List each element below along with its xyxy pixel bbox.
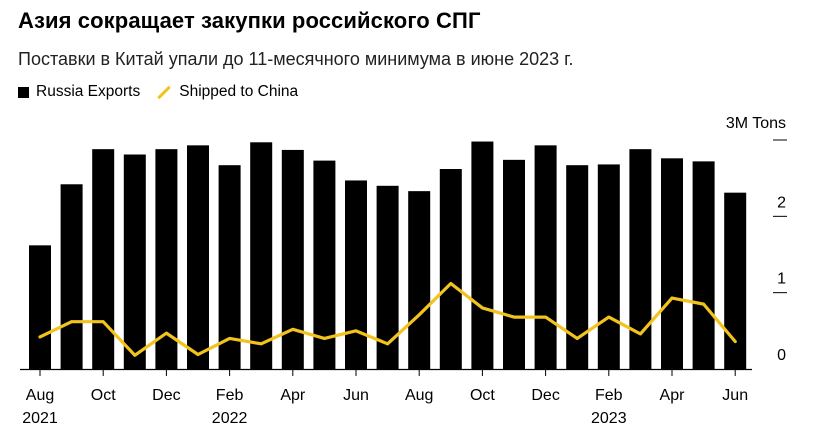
point-shipped-to-china [259, 342, 263, 346]
x-tick-label: Dec [152, 387, 180, 404]
point-shipped-to-china [101, 320, 105, 324]
point-shipped-to-china [512, 315, 516, 319]
bar-russia-exports [692, 161, 715, 369]
point-shipped-to-china [354, 329, 358, 333]
bar-russia-exports [313, 160, 336, 369]
bar-russia-exports [218, 165, 241, 369]
bar-russia-exports [29, 245, 51, 369]
point-shipped-to-china [133, 353, 137, 357]
x-tick-label: Oct [470, 387, 495, 404]
legend-item-shipped-to-china: Shipped to China [156, 83, 298, 101]
y-tick-label: 1 [777, 271, 786, 288]
bar-russia-exports [376, 185, 399, 369]
bar-russia-exports [281, 149, 304, 369]
x-tick-year-label: 2023 [591, 410, 627, 427]
x-tick-label: Jun [722, 387, 748, 404]
x-tick-label: Apr [280, 387, 306, 404]
x-tick-label: Feb [595, 387, 623, 404]
chart-title: Азия сокращает закупки российского СПГ [18, 8, 481, 33]
point-shipped-to-china [575, 337, 579, 340]
point-shipped-to-china [639, 332, 642, 336]
x-tick-label: Aug [26, 387, 54, 404]
bar-russia-exports [597, 164, 620, 369]
bar-russia-exports [629, 149, 652, 369]
y-tick-label: 0 [777, 347, 786, 364]
bar-russia-exports [566, 165, 589, 369]
x-tick-label: Aug [405, 387, 433, 404]
chart-subtitle: Поставки в Китай упали до 11-месячного м… [18, 49, 574, 69]
legend-label-russia-exports: Russia Exports [36, 83, 141, 100]
bar-russia-exports [345, 180, 367, 369]
x-tick-label: Feb [216, 387, 244, 404]
bar-russia-exports [534, 145, 557, 369]
bar-russia-exports [503, 159, 525, 369]
point-shipped-to-china [196, 353, 200, 356]
point-shipped-to-china [165, 331, 168, 335]
bar-russia-exports [187, 145, 209, 369]
point-shipped-to-china [733, 340, 737, 343]
point-shipped-to-china [607, 315, 611, 319]
bar-russia-exports [250, 142, 273, 369]
point-shipped-to-china [323, 337, 326, 340]
point-shipped-to-china [670, 296, 674, 300]
x-tick-label: Dec [531, 387, 559, 404]
bar-russia-exports [661, 158, 683, 369]
bar-russia-exports [439, 169, 462, 369]
point-shipped-to-china [449, 282, 453, 285]
y-tick-label: 2 [777, 194, 786, 211]
legend-bar-swatch [18, 86, 29, 98]
legend: Russia Exports Shipped to China [18, 83, 314, 101]
x-tick-label: Apr [660, 387, 686, 404]
bar-russia-exports [724, 192, 747, 369]
point-shipped-to-china [417, 313, 421, 317]
bar-russia-exports [408, 191, 431, 369]
bar-russia-exports [60, 184, 83, 369]
bar-russia-exports [123, 154, 146, 369]
point-shipped-to-china [228, 337, 232, 340]
x-tick-year-label: 2022 [212, 410, 248, 427]
legend-item-russia-exports: Russia Exports [18, 83, 140, 101]
point-shipped-to-china [70, 320, 73, 324]
point-shipped-to-china [386, 342, 389, 346]
point-shipped-to-china [702, 302, 705, 306]
x-tick-year-label: 2021 [22, 410, 58, 427]
point-shipped-to-china [38, 335, 42, 339]
bar-russia-exports [155, 149, 178, 369]
bar-russia-exports [92, 149, 115, 369]
point-shipped-to-china [291, 327, 295, 331]
y-tick-label: 3M Tons [726, 115, 786, 132]
point-shipped-to-china [544, 315, 547, 319]
point-shipped-to-china [481, 306, 484, 310]
x-tick-label: Jun [343, 387, 369, 404]
bar-russia-exports [471, 141, 494, 369]
x-tick-label: Oct [91, 387, 116, 404]
legend-label-shipped-to-china: Shipped to China [179, 83, 299, 100]
